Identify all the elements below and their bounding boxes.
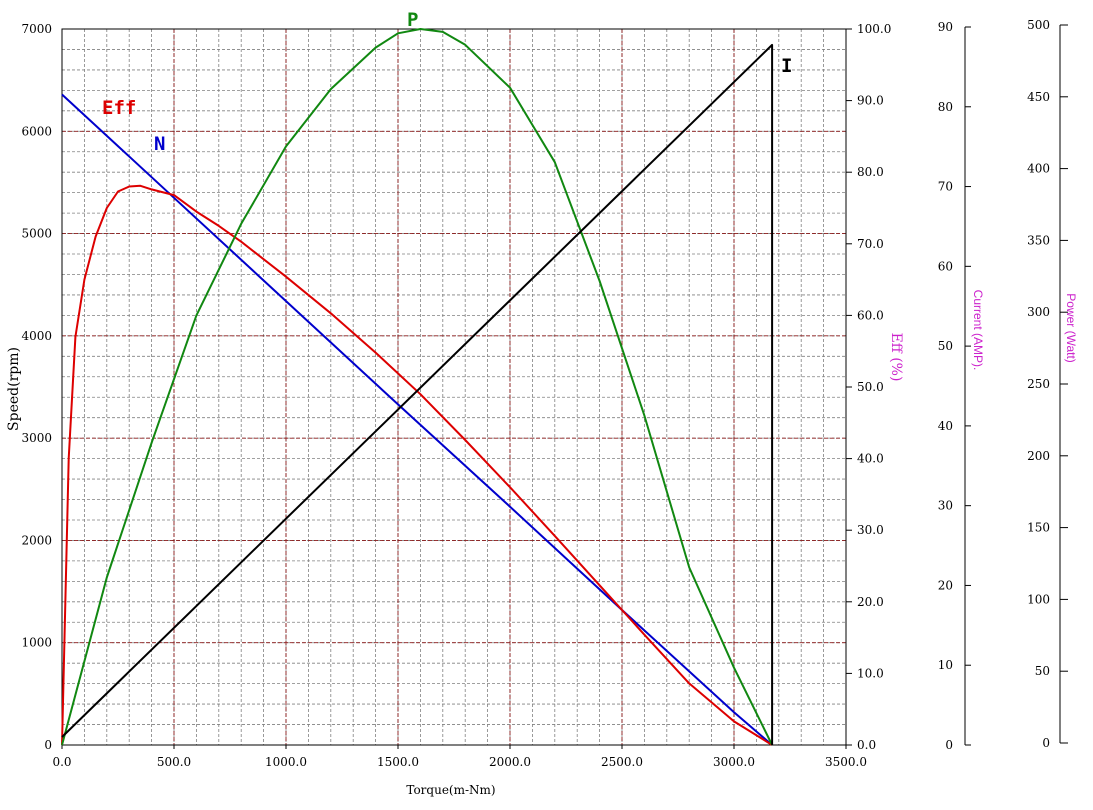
current-tick-label: 50 xyxy=(938,339,953,353)
label-p: P xyxy=(407,9,418,31)
x-tick-label: 500.0 xyxy=(157,755,191,769)
current-axis-label: Current (AMP). xyxy=(971,290,985,371)
x-tick-label: 2000.0 xyxy=(489,755,531,769)
power-tick-label: 50 xyxy=(1035,664,1050,678)
x-tick-label: 3500.0 xyxy=(825,755,867,769)
label-n: N xyxy=(154,133,165,155)
power-tick-label: 300 xyxy=(1027,305,1050,319)
power-tick-label: 0 xyxy=(1042,736,1050,750)
speed-tick-label: 5000 xyxy=(21,227,52,241)
plot-border xyxy=(61,28,847,746)
eff-tick-label: 30.0 xyxy=(857,523,884,537)
current-tick-label: 40 xyxy=(938,419,953,433)
speed-tick-label: 2000 xyxy=(21,533,52,547)
curve-eff xyxy=(61,184,773,746)
curves xyxy=(61,28,774,746)
current-tick-label: 0 xyxy=(945,738,953,752)
x-tick-label: 2500.0 xyxy=(601,755,643,769)
label-i: I xyxy=(781,55,792,77)
current-tick-label: 10 xyxy=(938,658,953,672)
speed-tick-label: 3000 xyxy=(21,431,52,445)
eff-tick-label: 90.0 xyxy=(857,94,884,108)
x-tick-label: 1500.0 xyxy=(377,755,419,769)
x-axis-ticks: 0.0 500.0 1000.0 1500.0 2000.0 2500.0 3000.0 35… xyxy=(52,745,867,769)
grid-minor xyxy=(62,29,846,745)
eff-axis-label: Eff (%) xyxy=(888,333,904,382)
plot-frame xyxy=(61,28,847,746)
power-axis-label: Power (Watt) xyxy=(1064,293,1078,363)
power-tick-label: 350 xyxy=(1027,233,1050,247)
label-eff: Eff xyxy=(102,97,136,119)
speed-tick-label: 7000 xyxy=(21,22,52,36)
current-tick-label: 30 xyxy=(938,499,953,513)
speed-tick-label: 1000 xyxy=(21,636,52,650)
current-tick-label: 20 xyxy=(938,578,953,592)
current-tick-label: 80 xyxy=(938,100,953,114)
power-tick-label: 250 xyxy=(1027,377,1050,391)
power-tick-label: 100 xyxy=(1027,592,1050,606)
current-tick-label: 60 xyxy=(938,259,953,273)
speed-axis-label: Speed(rpm) xyxy=(6,347,22,431)
eff-tick-label: 70.0 xyxy=(857,237,884,251)
eff-tick-label: 100.0 xyxy=(857,22,891,36)
power-tick-label: 450 xyxy=(1027,90,1050,104)
current-tick-label: 70 xyxy=(938,180,953,194)
power-tick-label: 500 xyxy=(1027,18,1050,32)
eff-tick-label: 60.0 xyxy=(857,308,884,322)
eff-tick-label: 0.0 xyxy=(857,738,876,752)
eff-tick-label: 40.0 xyxy=(857,452,884,466)
grid-major xyxy=(62,29,846,745)
curve-i xyxy=(61,43,774,745)
x-tick-label: 0.0 xyxy=(52,755,71,769)
current-axis: 0 10 20 30 40 50 60 70 80 90 xyxy=(938,20,971,752)
power-tick-label: 150 xyxy=(1027,521,1050,535)
speed-axis-ticks: 0 1000 2000 3000 4000 5000 6000 7000 xyxy=(21,22,52,752)
eff-axis-ticks: 0.0 10.0 20.0 30.0 40.0 50.0 60.0 70.0 80.0 90.0 1… xyxy=(846,22,891,752)
speed-tick-label: 6000 xyxy=(21,124,52,138)
eff-tick-label: 50.0 xyxy=(857,380,884,394)
eff-tick-label: 80.0 xyxy=(857,165,884,179)
current-tick-label: 90 xyxy=(938,20,953,34)
speed-tick-label: 0 xyxy=(44,738,52,752)
x-axis-label: Torque(m-Nm) xyxy=(406,783,495,797)
eff-tick-label: 20.0 xyxy=(857,595,884,609)
speed-tick-label: 4000 xyxy=(21,329,52,343)
curve-n xyxy=(61,93,773,746)
power-tick-label: 400 xyxy=(1027,162,1050,176)
x-tick-label: 3000.0 xyxy=(713,755,755,769)
eff-tick-label: 10.0 xyxy=(857,666,884,680)
power-axis: 0 50 100 150 200 250 300 350 400 450 500 xyxy=(1027,18,1068,750)
x-tick-label: 1000.0 xyxy=(265,755,307,769)
power-tick-label: 200 xyxy=(1027,449,1050,463)
curve-p xyxy=(61,28,773,746)
